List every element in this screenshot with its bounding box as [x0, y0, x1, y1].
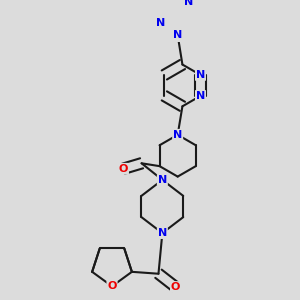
Text: N: N — [173, 30, 182, 40]
Text: N: N — [173, 130, 182, 140]
Text: N: N — [184, 0, 193, 8]
Text: O: O — [119, 164, 128, 174]
Text: O: O — [107, 281, 117, 291]
Text: N: N — [158, 175, 167, 185]
Text: N: N — [196, 91, 205, 101]
Text: N: N — [196, 70, 205, 80]
Text: N: N — [158, 228, 167, 238]
Text: N: N — [156, 18, 165, 28]
Text: O: O — [171, 282, 180, 292]
